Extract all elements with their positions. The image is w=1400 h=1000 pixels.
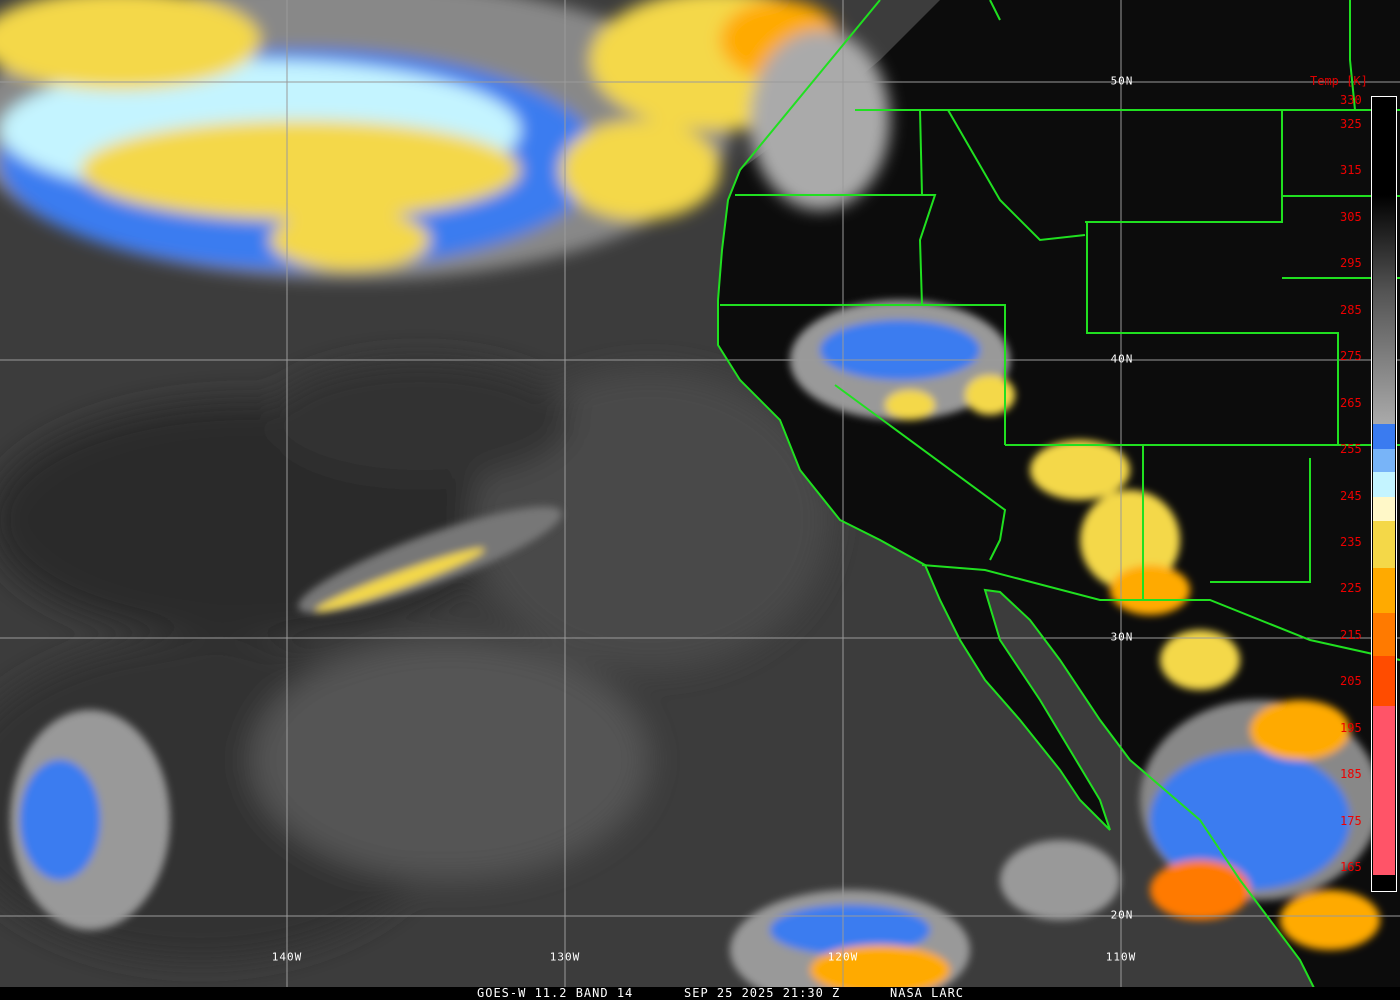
colorbar-tick-label: 175 bbox=[1340, 814, 1362, 828]
colorbar-tick-label: 225 bbox=[1340, 581, 1362, 595]
colorbar-tick-label: 215 bbox=[1340, 628, 1362, 642]
lat-label-20n: 20N bbox=[1110, 908, 1134, 922]
colorbar-tick-label: 295 bbox=[1340, 256, 1362, 270]
colorbar-tick-label: 305 bbox=[1340, 210, 1362, 224]
colorbar-orange bbox=[1373, 568, 1395, 613]
colorbar-pale-cyan bbox=[1373, 472, 1395, 497]
colorbar-light-blue bbox=[1373, 449, 1395, 472]
lon-label-110w: 110W bbox=[1105, 950, 1137, 964]
caption-source: NASA LARC bbox=[890, 986, 965, 1000]
caption-satellite: GOES-W 11.2 BAND 14 bbox=[477, 986, 634, 1000]
colorbar-tick-label: 265 bbox=[1340, 396, 1362, 410]
image-caption: GOES-W 11.2 BAND 14 SEP 25 2025 21:30 Z … bbox=[0, 987, 1400, 1000]
colorbar-tick-label: 165 bbox=[1340, 860, 1362, 874]
inland-convection bbox=[10, 300, 1380, 1000]
colorbar-cream bbox=[1373, 497, 1395, 521]
colorbar-yellow bbox=[1373, 521, 1395, 568]
colorbar-blue bbox=[1373, 424, 1395, 449]
colorbar-tick-label: 275 bbox=[1340, 349, 1362, 363]
colorbar-pink bbox=[1373, 706, 1395, 875]
lon-label-140w: 140W bbox=[271, 950, 303, 964]
colorbar-tick-label: 285 bbox=[1340, 303, 1362, 317]
northern-cloud-band bbox=[0, 0, 890, 280]
political-borders bbox=[717, 0, 1400, 1000]
lat-label-40n: 40N bbox=[1110, 352, 1134, 366]
lat-label-50n: 50N bbox=[1110, 74, 1134, 88]
lon-label-120w: 120W bbox=[827, 950, 859, 964]
colorbar-tick-label: 330 bbox=[1340, 93, 1362, 107]
colorbar-tick-label: 185 bbox=[1340, 767, 1362, 781]
colorbar-tick-label: 245 bbox=[1340, 489, 1362, 503]
temperature-colorbar bbox=[1371, 96, 1397, 892]
colorbar-dark-orange bbox=[1373, 613, 1395, 656]
lon-label-130w: 130W bbox=[549, 950, 581, 964]
colorbar-tick-label: 325 bbox=[1340, 117, 1362, 131]
colorbar-grayscale bbox=[1373, 97, 1395, 424]
colorbar-tick-label: 255 bbox=[1340, 442, 1362, 456]
colorbar-tick-label: 235 bbox=[1340, 535, 1362, 549]
lat-label-30n: 30N bbox=[1110, 630, 1134, 644]
colorbar-red-orange bbox=[1373, 656, 1395, 706]
colorbar-title: Temp [K] bbox=[1310, 74, 1368, 88]
colorbar-tick-label: 315 bbox=[1340, 163, 1362, 177]
caption-datetime: SEP 25 2025 21:30 Z bbox=[684, 986, 841, 1000]
colorbar-tick-label: 195 bbox=[1340, 721, 1362, 735]
colorbar-tick-label: 205 bbox=[1340, 674, 1362, 688]
